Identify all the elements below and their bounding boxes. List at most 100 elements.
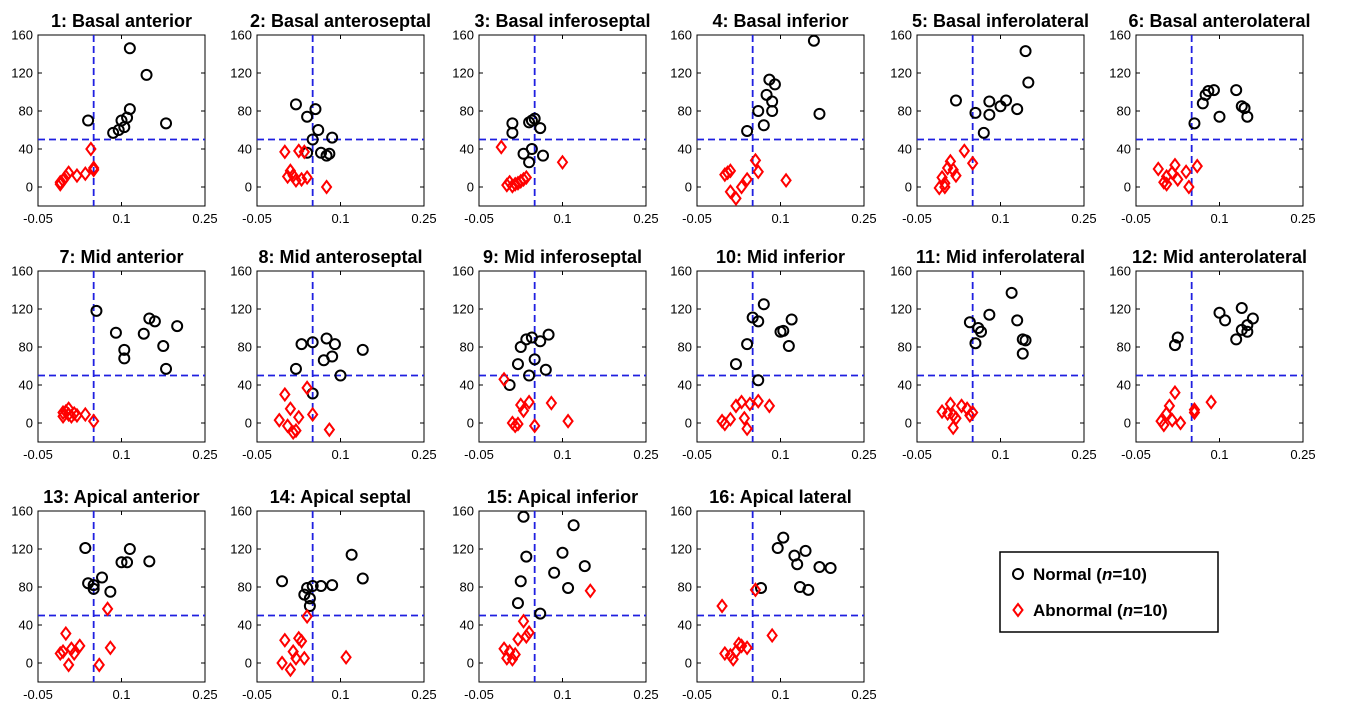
legend-normal-label: Normal (n=10): [1033, 565, 1147, 584]
abnormal-point: [301, 608, 313, 625]
y-tick-label: 120: [1109, 66, 1131, 81]
y-tick-label: 40: [1117, 378, 1131, 393]
normal-point: [121, 556, 134, 569]
abnormal-point: [509, 646, 521, 663]
normal-point: [975, 325, 988, 338]
y-tick-label: 0: [685, 656, 692, 671]
normal-point: [511, 358, 524, 371]
normal-point: [548, 566, 561, 579]
normal-point: [791, 558, 804, 571]
y-tick-label: 160: [230, 264, 252, 279]
abnormal-point: [730, 190, 742, 207]
normal-point: [301, 110, 314, 123]
abnormal-point: [1152, 161, 1165, 177]
panel-14: 14: Apical septal 0 40 80 120 160 -0.05 0.1 0.25: [230, 487, 436, 702]
x-tick-label: 0.25: [1290, 211, 1315, 226]
abnormal-point: [57, 643, 69, 660]
normal-point: [1005, 286, 1018, 299]
abnormal-point: [512, 631, 524, 647]
panel-13: 13: Apical anterior 0 40 80 120 160 -0.05 0.1 0.…: [11, 487, 217, 702]
abnormal-point: [79, 166, 92, 182]
y-tick-label: 120: [452, 302, 474, 317]
abnormal-point: [1191, 158, 1203, 174]
abnormal-point: [506, 178, 519, 194]
normal-point: [949, 94, 962, 107]
normal-point: [741, 124, 754, 137]
normal-point: [148, 315, 161, 328]
y-tick-label: 120: [230, 542, 252, 557]
x-tick-label: 0.25: [851, 211, 876, 226]
y-tick-label: 0: [467, 180, 474, 195]
abnormal-point: [766, 627, 778, 644]
abnormal-point: [1172, 171, 1184, 188]
abnormal-point: [1180, 164, 1192, 180]
abnormal-point: [57, 408, 69, 425]
y-tick-label: 80: [19, 580, 33, 595]
panel-1: 1: Basal anterior 0 40 80 120 160 -0.05 0.1 0.25: [11, 11, 217, 226]
y-tick-label: 40: [678, 378, 692, 393]
normal-point: [334, 369, 347, 382]
x-tick-label: 0.1: [112, 211, 130, 226]
panel-title: 16: Apical lateral: [709, 487, 851, 507]
normal-point: [1235, 302, 1248, 315]
abnormal-point: [556, 154, 569, 170]
x-tick-label: 0.25: [633, 211, 658, 226]
abnormal-point: [780, 172, 792, 189]
panel-4: 4: Basal inferior 0 40 80 120 160 -0.05 0.1 0.25: [670, 11, 876, 226]
abnormal-point: [738, 410, 751, 426]
abnormal-point: [79, 406, 92, 423]
normal-point: [1230, 333, 1243, 346]
y-tick-label: 40: [238, 618, 252, 633]
abnormal-point: [71, 407, 83, 424]
abnormal-point: [958, 143, 971, 159]
x-tick-label: -0.05: [23, 687, 53, 702]
y-tick-label: 160: [890, 28, 912, 43]
normal-point: [562, 581, 575, 594]
y-tick-label: 40: [460, 618, 474, 633]
y-tick-label: 0: [905, 180, 912, 195]
normal-point: [977, 126, 990, 139]
normal-point: [320, 332, 333, 345]
normal-point: [520, 550, 533, 563]
x-tick-label: 0.25: [192, 447, 217, 462]
normal-point: [1207, 84, 1220, 97]
x-tick-label: 0.25: [411, 447, 436, 462]
abnormal-point: [1163, 398, 1176, 414]
abnormal-point: [741, 421, 753, 437]
abnormal-point: [735, 394, 748, 410]
normal-point: [782, 340, 795, 353]
abnormal-point: [947, 407, 959, 424]
normal-point: [799, 544, 812, 557]
x-tick-label: 0.1: [331, 211, 349, 226]
abnormal-point: [512, 416, 524, 432]
y-tick-label: 80: [898, 104, 912, 119]
x-tick-label: 0.25: [1290, 447, 1315, 462]
y-tick-label: 0: [685, 416, 692, 431]
normal-point: [963, 316, 976, 329]
y-tick-label: 40: [19, 378, 33, 393]
normal-point: [785, 313, 798, 326]
normal-point: [771, 542, 784, 555]
normal-point: [356, 343, 369, 356]
abnormal-point: [523, 624, 535, 641]
normal-point: [306, 133, 319, 146]
normal-point: [983, 95, 996, 108]
abnormal-point: [290, 650, 302, 666]
y-tick-label: 0: [245, 416, 252, 431]
y-tick-label: 120: [452, 542, 474, 557]
abnormal-point: [279, 632, 291, 648]
abnormal-point: [752, 393, 764, 409]
abnormal-point: [295, 633, 308, 649]
y-tick-label: 0: [467, 416, 474, 431]
abnormal-point: [584, 583, 597, 599]
abnormal-point: [320, 179, 333, 195]
normal-point: [542, 328, 555, 341]
x-tick-label: -0.05: [23, 447, 53, 462]
normal-point: [160, 117, 173, 130]
normal-point: [517, 510, 530, 523]
y-tick-label: 80: [678, 104, 692, 119]
abnormal-point: [947, 162, 959, 178]
abnormal-point: [323, 421, 336, 438]
normal-point: [741, 338, 754, 351]
abnormal-point: [340, 649, 352, 665]
